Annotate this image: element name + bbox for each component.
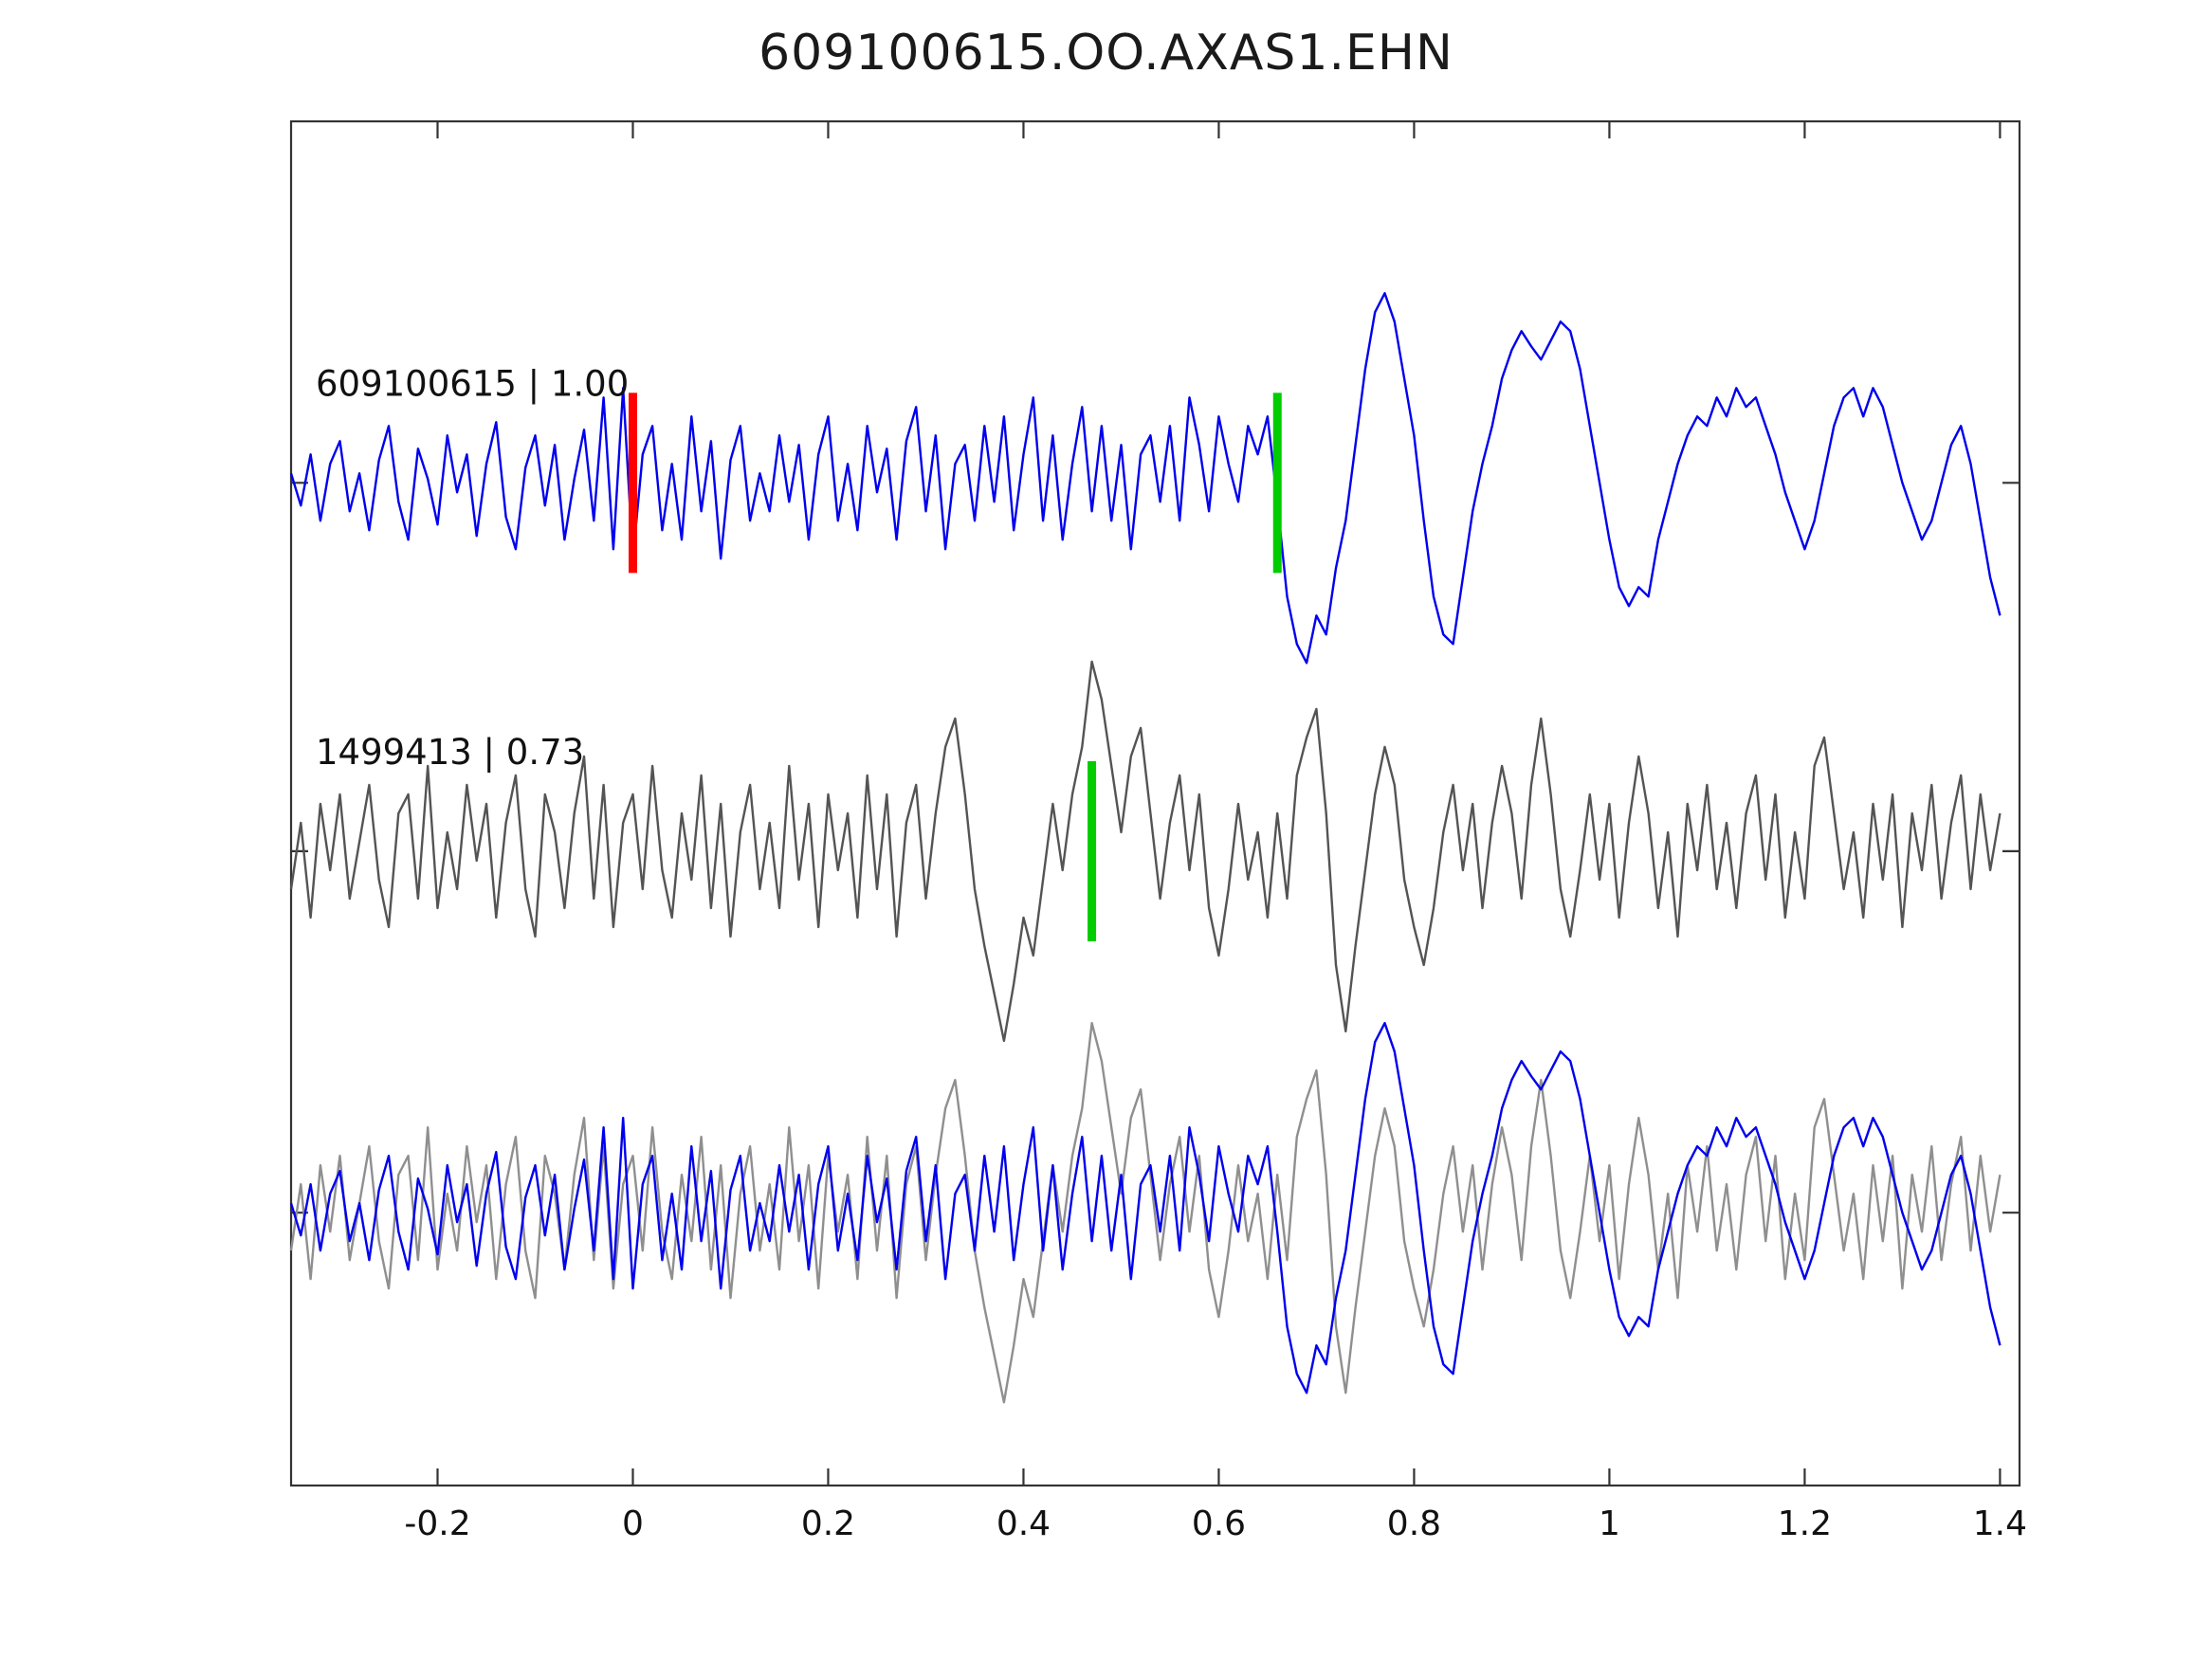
row2-template-trace bbox=[289, 1021, 2002, 1395]
row1-detection-trace bbox=[289, 660, 2002, 1043]
row2-detection-trace bbox=[289, 1021, 2002, 1404]
x-tick-label: 0.4 bbox=[996, 1504, 1051, 1543]
x-tick-label: 1.4 bbox=[1973, 1504, 2027, 1543]
axes-frame bbox=[289, 119, 2021, 1487]
x-tick-label: -0.2 bbox=[404, 1504, 470, 1543]
x-tick-label: 0.8 bbox=[1387, 1504, 1441, 1543]
x-tick-label: 0 bbox=[622, 1504, 644, 1543]
trace-label: 1499413 | 0.73 bbox=[316, 732, 584, 773]
x-tick-label: 0.6 bbox=[1192, 1504, 1246, 1543]
row0-template-trace bbox=[289, 292, 2002, 665]
x-tick-label: 1 bbox=[1599, 1504, 1620, 1543]
trace-label: 609100615 | 1.00 bbox=[316, 363, 629, 404]
x-tick-label: 1.2 bbox=[1778, 1504, 1832, 1543]
x-tick-label: 0.2 bbox=[801, 1504, 855, 1543]
figure-title: 609100615.OO.AXAS1.EHN bbox=[759, 25, 1453, 82]
